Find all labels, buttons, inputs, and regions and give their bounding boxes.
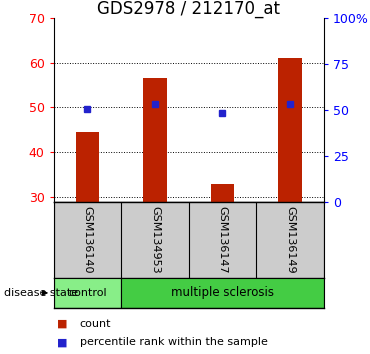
Bar xyxy=(211,184,234,202)
Text: GSM136149: GSM136149 xyxy=(285,206,295,274)
Text: disease state: disease state xyxy=(4,288,78,298)
Text: GSM134953: GSM134953 xyxy=(150,206,160,274)
Bar xyxy=(278,58,302,202)
Bar xyxy=(121,278,324,308)
Bar xyxy=(143,78,167,202)
Text: GSM136147: GSM136147 xyxy=(218,206,228,274)
Text: multiple sclerosis: multiple sclerosis xyxy=(171,286,274,299)
Text: ■: ■ xyxy=(57,337,68,348)
Text: ■: ■ xyxy=(57,319,68,329)
Bar xyxy=(54,278,121,308)
Text: count: count xyxy=(80,319,111,329)
Text: control: control xyxy=(68,288,107,298)
Title: GDS2978 / 212170_at: GDS2978 / 212170_at xyxy=(97,0,280,18)
Bar xyxy=(75,132,99,202)
Text: percentile rank within the sample: percentile rank within the sample xyxy=(80,337,268,348)
Text: GSM136140: GSM136140 xyxy=(83,206,92,274)
